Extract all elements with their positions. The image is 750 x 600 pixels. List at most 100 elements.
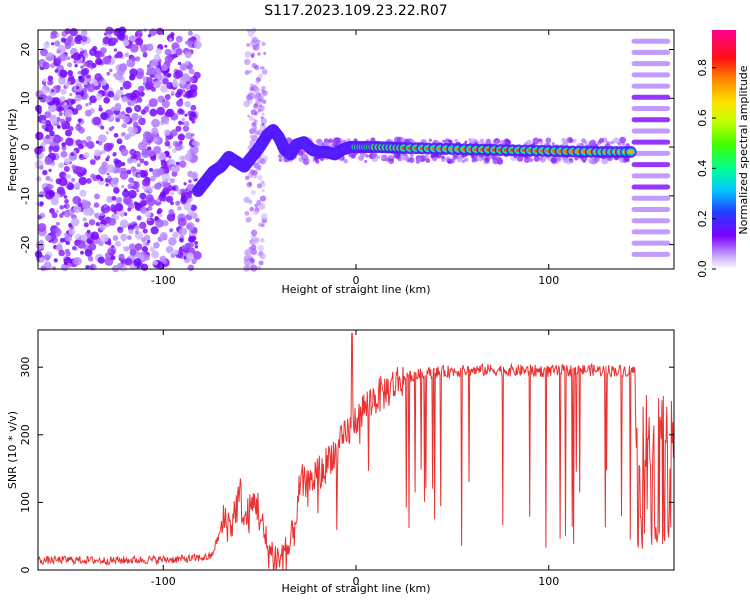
spectrogram-noise-blob [113,214,120,221]
spectrogram-noise-blob [154,182,162,190]
spectrogram-noise-blob [81,35,88,42]
spectrogram-noise-blob [39,257,45,263]
spectrogram-harmonic-band [631,195,671,201]
spectrogram-noise-blob [409,157,415,164]
spectrogram-noise-blob [619,136,626,144]
spectrogram-noise-blob [167,182,171,186]
spectrogram-noise-blob [343,158,349,164]
spectrogram-noise-blob [98,141,103,146]
spectrogram-noise-blob [193,71,201,79]
figure-title: S117.2023.109.23.22.R07 [264,3,447,19]
spectrogram-noise-blob [77,202,83,208]
spectrogram-noise-blob [250,229,258,236]
spectrogram-noise-blob [190,133,195,137]
spectrogram-harmonic-band [631,162,671,168]
spectrogram-noise-blob [179,63,187,71]
spectrogram-noise-blob [150,58,159,67]
spectrogram-noise-blob [248,69,253,74]
spectrogram-noise-blob [365,154,369,158]
spectrogram-noise-blob [66,56,71,60]
spectrogram-noise-blob [164,120,169,125]
spectrogram-noise-blob [142,82,146,86]
spectrogram-noise-blob [539,156,546,163]
spectrogram-noise-blob [252,126,258,131]
spectrogram-noise-blob [621,142,626,147]
spectrogram-noise-blob [255,79,260,85]
spectrogram-noise-blob [147,33,152,38]
spectrogram-noise-blob [53,258,58,263]
spectrogram-noise-blob [52,145,60,153]
spectrogram-x-tick-label: 100 [538,274,559,287]
spectrogram-noise-blob [178,109,185,115]
spectrogram-noise-blob [78,76,85,83]
spectrogram-noise-blob [48,79,54,85]
spectrogram-noise-blob [125,106,133,114]
spectrogram-noise-blob [189,145,199,155]
spectrogram-noise-blob [177,217,187,227]
spectrogram-noise-blob [89,159,96,166]
spectrogram-noise-blob [70,217,80,227]
spectrogram-noise-blob [133,201,138,206]
spectrogram-noise-blob [64,82,70,88]
spectrogram-noise-blob [50,34,56,40]
spectrogram-noise-blob [65,115,72,123]
spectrogram-noise-blob [146,65,156,75]
spectrogram-noise-blob [38,165,44,170]
spectrogram-noise-blob [95,174,101,180]
spectrogram-harmonic-band [631,173,671,179]
spectrogram-noise-blob [164,178,169,183]
spectrogram-noise-blob [533,155,540,162]
spectrogram-noise-blob [95,140,100,144]
spectrogram-noise-blob [35,131,44,141]
spectrogram-noise-blob [45,52,55,62]
spectrogram-noise-blob [59,213,64,219]
spectrogram-noise-blob [162,98,166,102]
spectrogram-harmonic-band [631,128,671,134]
spectrogram-noise-blob [41,124,46,130]
spectrogram-noise-blob [177,133,185,141]
spectrogram-noise-blob [165,137,169,142]
spectrogram-noise-blob [146,217,151,222]
spectrogram-noise-blob [400,155,406,161]
spectrogram-noise-blob [261,188,265,193]
spectrogram-harmonic-band [631,61,671,67]
spectrogram-noise-blob [142,52,148,57]
spectrogram-noise-blob [44,111,52,119]
spectrogram-noise-blob [141,237,146,243]
spectrogram-noise-blob [150,226,159,235]
spectrogram-noise-blob [244,249,252,257]
spectrogram-noise-blob [124,257,133,266]
spectrogram-noise-blob [315,138,323,146]
spectrogram-noise-blob [257,73,264,79]
spectrogram-harmonic-band [631,117,671,123]
spectrogram-noise-blob [36,108,42,114]
spectrogram-harmonic-band [631,206,671,212]
spectrogram-noise-blob [80,65,84,69]
spectrogram-x-tick-label: -100 [151,274,176,287]
spectrogram-noise-blob [494,140,499,145]
spectrogram-noise-blob [188,76,195,83]
spectrogram-noise-blob [180,188,186,193]
spectrogram-noise-blob [184,50,192,59]
spectrogram-noise-blob [59,118,66,124]
spectrogram-noise-blob [116,196,123,203]
spectrogram-noise-blob [117,262,123,269]
spectrogram-noise-blob [109,114,114,119]
spectrogram-noise-blob [147,239,151,243]
spectrogram-noise-blob [251,244,257,250]
spectrogram-noise-blob [120,233,128,241]
snr-y-tick-label: 0 [19,567,32,574]
spectrogram-noise-blob [63,102,68,106]
spectrogram-noise-blob [64,199,69,204]
spectrogram-noise-blob [75,166,84,175]
spectrogram-noise-blob [168,145,172,149]
spectrogram-noise-blob [79,154,83,158]
spectrogram-noise-blob [164,55,172,63]
spectrogram-noise-blob [166,213,176,222]
spectrogram-noise-blob [168,208,175,215]
spectrogram-noise-blob [260,117,268,125]
spectrogram-noise-blob [445,156,451,162]
spectrogram-noise-blob [181,73,191,83]
spectrogram-noise-blob [562,157,569,164]
spectrogram-noise-blob [83,49,88,53]
